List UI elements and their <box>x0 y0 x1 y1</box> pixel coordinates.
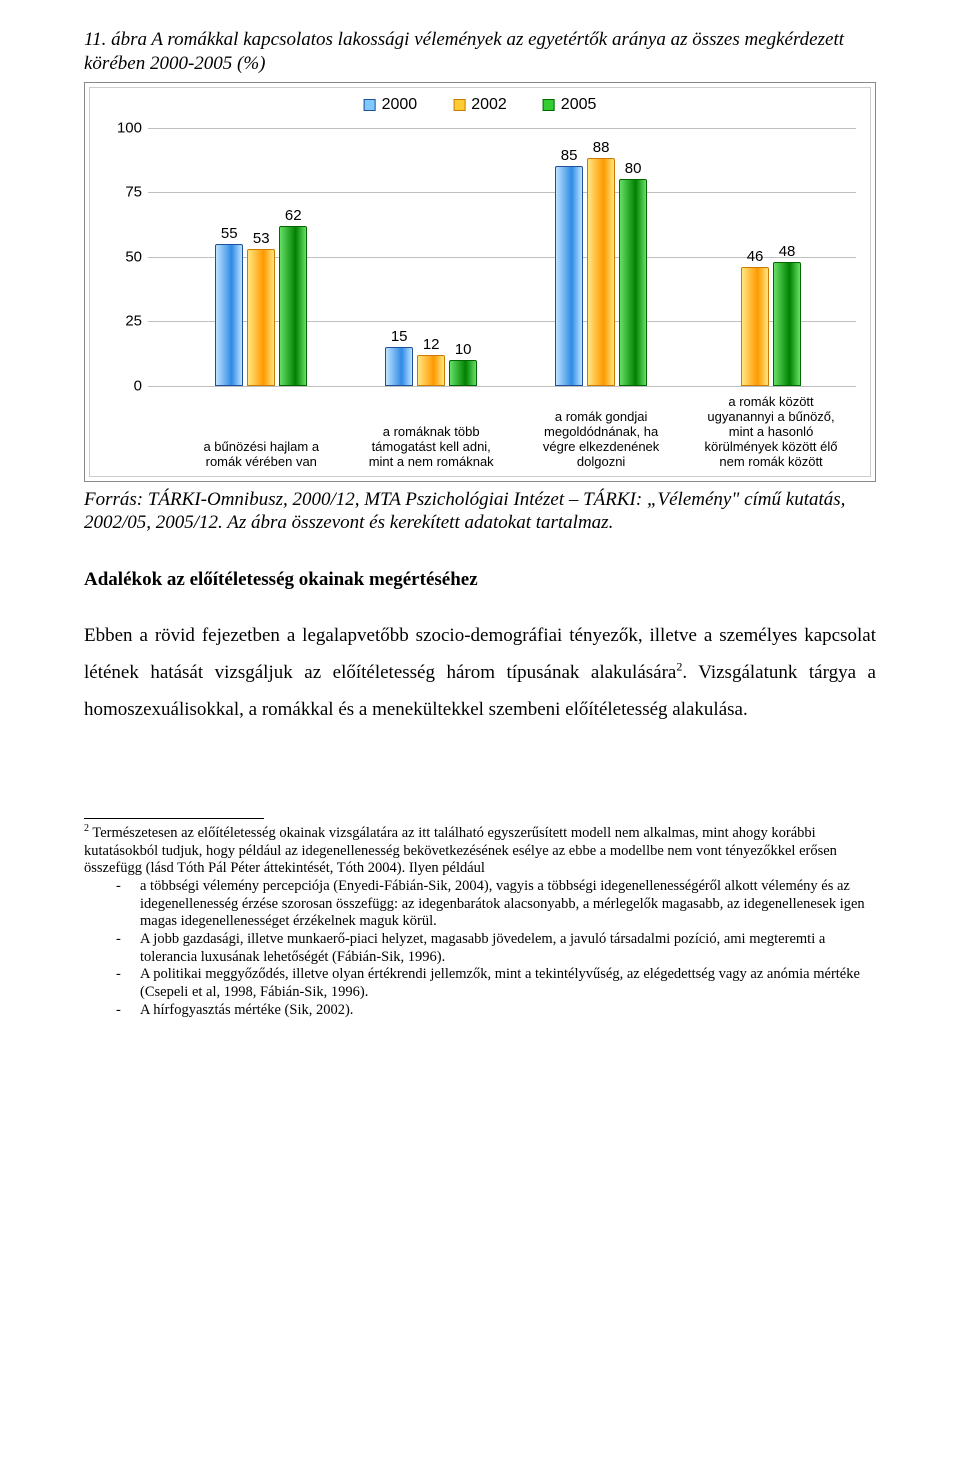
footnote-list-item: A jobb gazdasági, illetve munkaerő-piaci… <box>140 931 876 966</box>
figure-title: 11. ábra A romákkal kapcsolatos lakosság… <box>84 28 876 76</box>
chart-ytick: 25 <box>110 313 142 330</box>
legend-swatch-2002 <box>453 99 465 111</box>
footnote-list-item: a többségi vélemény percepciója (Enyedi-… <box>140 878 876 931</box>
chart-bar-value: 88 <box>593 139 610 156</box>
chart-bar-group: 151210 <box>360 128 502 386</box>
chart-bar-group: 4648 <box>700 128 842 386</box>
legend-swatch-2000 <box>364 99 376 111</box>
chart-bar-group: 555362 <box>190 128 332 386</box>
chart-gridline <box>148 386 856 387</box>
chart-bar: 46 <box>741 267 769 386</box>
chart-ytick: 50 <box>110 248 142 265</box>
legend-item-2002: 2002 <box>453 96 507 114</box>
chart-bar: 80 <box>619 179 647 385</box>
chart-category-label: a bűnözési hajlam a romák vérében van <box>190 440 332 470</box>
chart-ytick: 100 <box>110 119 142 136</box>
section-heading: Adalékok az előítéletesség okainak megér… <box>84 569 876 591</box>
chart-bar-value: 15 <box>391 328 408 345</box>
chart-bar-group: 858880 <box>530 128 672 386</box>
legend-label: 2002 <box>471 96 507 114</box>
chart-ytick: 0 <box>110 377 142 394</box>
footnote-list-item: A politikai meggyőződés, illetve olyan é… <box>140 966 876 1001</box>
chart-bar-value: 53 <box>253 230 270 247</box>
chart-bar-value: 85 <box>561 147 578 164</box>
chart-bar: 10 <box>449 360 477 386</box>
chart-bar-value: 55 <box>221 225 238 242</box>
footnote-block: 2 Természetesen az előítéletesség okaina… <box>84 823 876 1019</box>
footnote-list-item: A hírfogyasztás mértéke (Sik, 2002). <box>140 1002 876 1020</box>
body-paragraph: Ebben a rövid fejezetben a legalapvetőbb… <box>84 617 876 728</box>
chart-inner: 2000 2002 2005 0255075100555362151210858… <box>89 87 871 477</box>
chart-bar-value: 46 <box>747 248 764 265</box>
chart-bar: 62 <box>279 226 307 386</box>
chart-bar: 48 <box>773 262 801 386</box>
footnote-intro: Természetesen az előítéletesség okainak … <box>84 825 837 876</box>
legend-label: 2000 <box>382 96 418 114</box>
footnote-list: a többségi vélemény percepciója (Enyedi-… <box>84 878 876 1020</box>
chart-bar-value: 10 <box>455 341 472 358</box>
chart-bar: 55 <box>215 244 243 386</box>
chart-category-label: a romáknak több támogatást kell adni, mi… <box>360 425 502 470</box>
chart-category-label: a romák között ugyanannyi a bűnöző, mint… <box>700 395 842 470</box>
chart-legend: 2000 2002 2005 <box>364 96 597 114</box>
legend-item-2000: 2000 <box>364 96 418 114</box>
chart-plot-area: 02550751005553621512108588804648 <box>148 128 856 386</box>
chart-source: Forrás: TÁRKI-Omnibusz, 2000/12, MTA Psz… <box>84 488 876 536</box>
legend-item-2005: 2005 <box>543 96 597 114</box>
chart-bar: 88 <box>587 158 615 385</box>
chart-bar-value: 80 <box>625 160 642 177</box>
legend-swatch-2005 <box>543 99 555 111</box>
footnote-rule <box>84 818 264 819</box>
chart-bar: 15 <box>385 347 413 386</box>
chart-x-labels: a bűnözési hajlam a romák vérében van a r… <box>148 392 856 470</box>
chart-ytick: 75 <box>110 184 142 201</box>
chart-bar-value: 62 <box>285 207 302 224</box>
legend-label: 2005 <box>561 96 597 114</box>
chart-container: 2000 2002 2005 0255075100555362151210858… <box>84 82 876 482</box>
chart-bar: 85 <box>555 166 583 385</box>
chart-bar-value: 48 <box>779 243 796 260</box>
chart-category-label: a romák gondjai megoldódnának, ha végre … <box>530 410 672 470</box>
chart-bar: 12 <box>417 355 445 386</box>
chart-bar: 53 <box>247 249 275 386</box>
chart-bar-value: 12 <box>423 336 440 353</box>
